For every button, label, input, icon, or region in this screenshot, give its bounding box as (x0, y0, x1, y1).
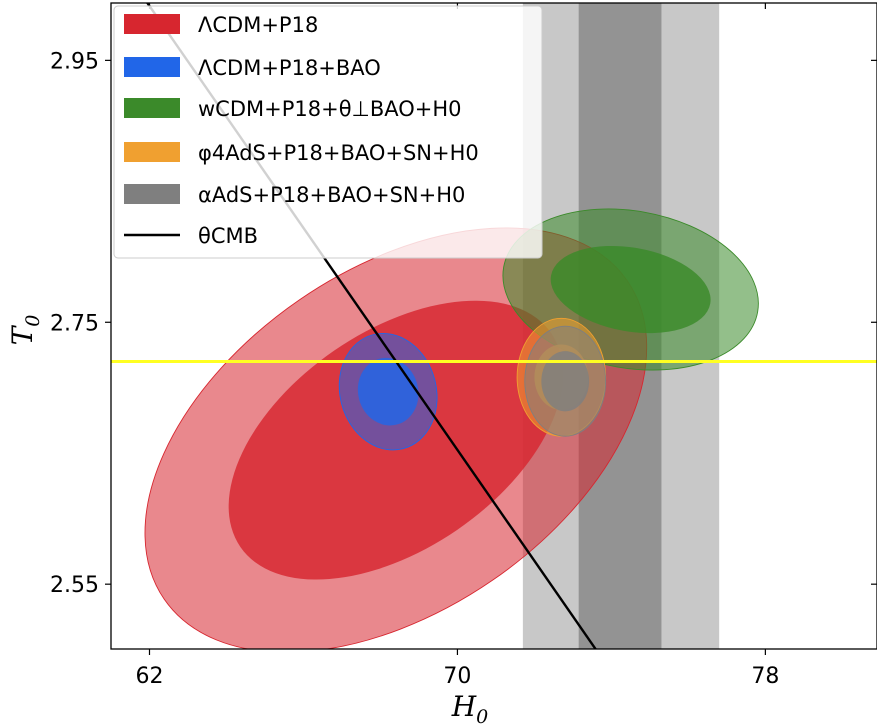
legend-swatch (124, 14, 180, 34)
legend-swatch (124, 57, 180, 77)
y-tick-label: 2.75 (50, 311, 99, 336)
y-tick-label: 2.55 (50, 573, 99, 598)
y-tick-label: 2.95 (50, 49, 99, 74)
legend-label: θCMB (198, 224, 258, 248)
x-tick-label: 70 (443, 664, 471, 689)
legend-label: ΛCDM+P18 (198, 13, 318, 37)
legend-swatch (124, 184, 180, 204)
plot-frame (110, 2, 877, 650)
plot-area (111, 3, 877, 649)
legend-box (113, 5, 543, 259)
legend-label: αAdS+P18+BAO+SN+H0 (198, 183, 465, 207)
x-tick-label: 78 (751, 664, 779, 689)
legend-label: ΛCDM+P18+BAO (198, 56, 381, 80)
legend: ΛCDM+P18 ΛCDM+P18+BAO wCDM+P18+θ⊥BAO+H0 φ4A… (113, 5, 543, 259)
legend-swatch (124, 142, 180, 162)
legend-swatch (124, 98, 180, 118)
contour-3-inner (541, 351, 590, 412)
contour-4-inner (357, 357, 419, 426)
legend-label: φ4AdS+P18+BAO+SN+H0 (198, 141, 479, 165)
x-axis-label: H0 (451, 690, 489, 726)
contour-1-inner (550, 245, 711, 334)
x-tick-label: 62 (135, 664, 163, 689)
legend-label: wCDM+P18+θ⊥BAO+H0 (198, 97, 462, 121)
axis-ticks: 62 70 78 2.55 2.75 2.95 (50, 3, 877, 689)
y-axis-label: T0 (6, 315, 44, 346)
